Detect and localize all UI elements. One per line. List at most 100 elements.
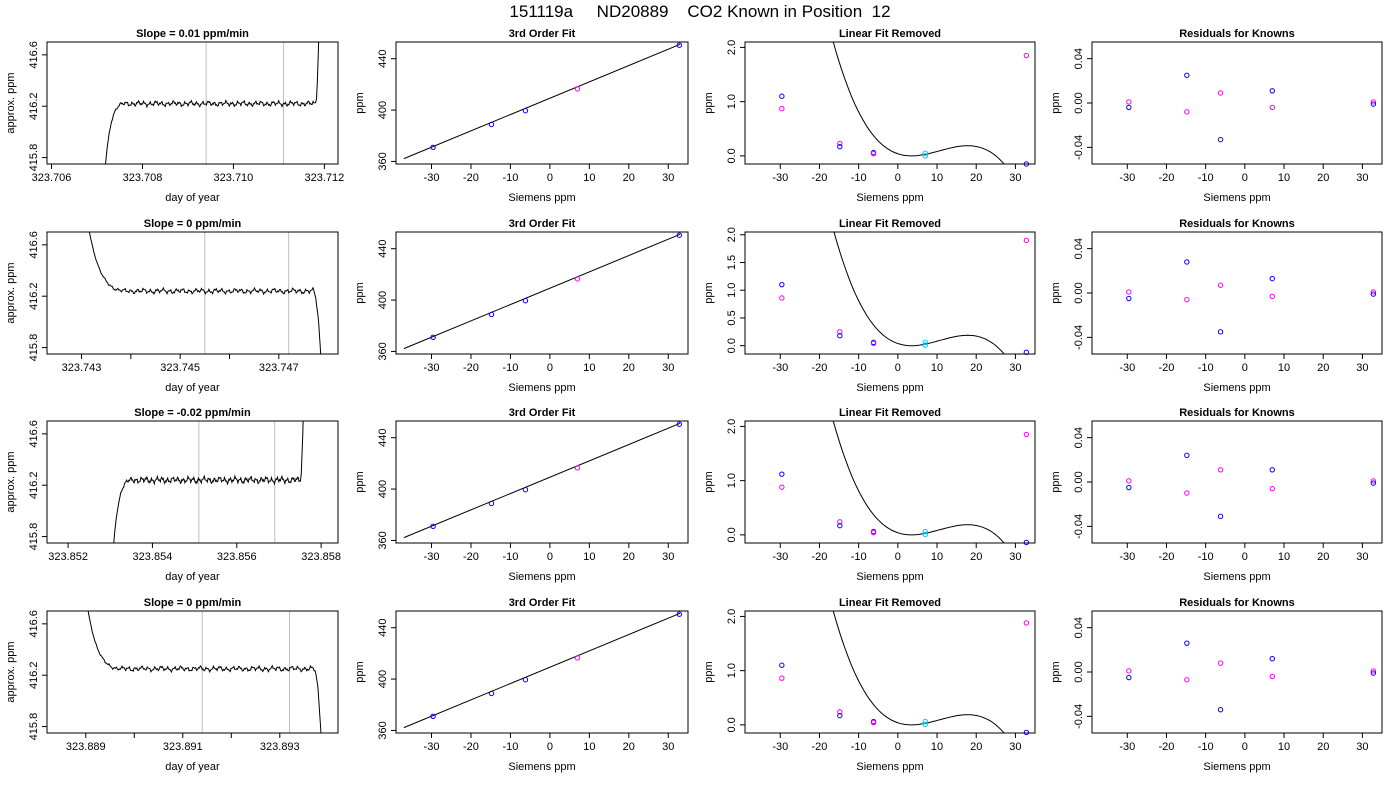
- y-tick-label: 0.0: [726, 717, 738, 732]
- x-axis-label: Siemens ppm: [856, 761, 923, 773]
- plot-frame: [46, 41, 339, 165]
- chart-title: Linear Fit Removed: [839, 597, 941, 609]
- y-tick-label: 1.0: [726, 94, 738, 109]
- plot-frame: [1091, 41, 1383, 165]
- data-point: [1269, 293, 1275, 300]
- data-point: [837, 143, 843, 150]
- y-tick-label: 416.2: [28, 661, 40, 689]
- x-tick-label: 20: [970, 551, 982, 563]
- x-tick-label: -10: [502, 741, 518, 753]
- x-axis-label: day of year: [165, 761, 220, 773]
- data-point: [922, 721, 928, 728]
- x-tick-label: 30: [1009, 362, 1021, 374]
- data-point: [1184, 109, 1190, 115]
- x-tick-label: -20: [812, 362, 828, 374]
- x-axis-label: Siemens ppm: [508, 761, 575, 773]
- plot-frame: [395, 420, 689, 544]
- data-point: [1370, 101, 1377, 107]
- data-point: [837, 522, 843, 529]
- data-point: [779, 662, 785, 668]
- plot-area: [833, 232, 1005, 354]
- plot-area: [832, 421, 1005, 543]
- x-tick-label: 20: [623, 172, 635, 184]
- plot-area: [403, 422, 681, 539]
- chart-title: Linear Fit Removed: [839, 407, 941, 419]
- x-tick-label: -30: [424, 172, 440, 184]
- x-tick-label: 0: [1242, 172, 1248, 184]
- data-point: [1126, 289, 1132, 295]
- y-axis-label: ppm: [354, 661, 366, 682]
- x-tick-label: 30: [1009, 741, 1021, 753]
- data-point: [779, 471, 785, 477]
- data-point: [430, 523, 436, 530]
- y-axis-label: ppm: [1050, 471, 1062, 492]
- data-point: [922, 150, 928, 156]
- data-point: [574, 276, 581, 282]
- data-point: [837, 712, 843, 719]
- data-point: [779, 295, 785, 301]
- chart-title: Linear Fit Removed: [839, 218, 941, 230]
- y-tick-label: -0.04: [1073, 325, 1085, 350]
- x-tick-label: -10: [851, 551, 867, 563]
- y-axis-label: ppm: [703, 282, 715, 303]
- data-point: [1269, 673, 1275, 680]
- measurement-trace: [113, 421, 304, 543]
- y-tick-label: 415.8: [28, 144, 40, 172]
- y-tick-label: -0.04: [1073, 514, 1085, 539]
- x-tick-label: -20: [1159, 551, 1175, 563]
- x-tick-label: 30: [1356, 551, 1368, 563]
- x-tick-label: 30: [1356, 362, 1368, 374]
- data-point: [1370, 478, 1377, 484]
- data-point: [837, 140, 843, 147]
- x-tick-label: 20: [970, 362, 982, 374]
- x-tick-label: 323.889: [66, 741, 106, 753]
- data-point: [1184, 640, 1190, 646]
- y-tick-label: 416.6: [28, 41, 40, 69]
- x-tick-label: -10: [502, 551, 518, 563]
- y-tick-label: 1.0: [726, 283, 738, 298]
- chart-panel-2-2: Linear Fit Removed Siemens ppm ppm -30 -20 -1…: [703, 407, 1036, 583]
- x-axis-label: Siemens ppm: [1203, 192, 1270, 204]
- plot-area: [403, 43, 681, 160]
- y-tick-label: 0.04: [1073, 238, 1085, 259]
- x-tick-label: -20: [812, 741, 828, 753]
- x-tick-label: 10: [1278, 172, 1290, 184]
- x-tick-label: 323.743: [62, 362, 102, 374]
- measurement-trace: [87, 611, 322, 733]
- y-tick-label: 0.04: [1073, 617, 1085, 638]
- plot-area: [832, 611, 1005, 733]
- data-point: [1269, 88, 1275, 94]
- x-tick-label: 323.893: [260, 741, 300, 753]
- y-tick-label: 0.0: [726, 148, 738, 163]
- data-point: [522, 298, 529, 304]
- x-tick-label: 323.856: [217, 551, 257, 563]
- y-axis-label: ppm: [703, 661, 715, 682]
- y-tick-label: 1.0: [726, 473, 738, 488]
- x-tick-label: 0: [1242, 741, 1248, 753]
- x-tick-label: 323.747: [259, 362, 299, 374]
- x-tick-label: 10: [931, 741, 943, 753]
- data-point: [1126, 484, 1132, 491]
- chart-title: Slope = 0.01 ppm/min: [136, 28, 249, 40]
- data-point: [430, 713, 436, 720]
- x-tick-label: -30: [1119, 741, 1135, 753]
- data-point: [1217, 282, 1224, 288]
- chart-title: 3rd Order Fit: [509, 597, 576, 609]
- x-tick-label: -30: [772, 551, 788, 563]
- y-tick-label: 360: [377, 342, 389, 360]
- x-tick-label: -20: [463, 551, 479, 563]
- x-tick-label: -10: [851, 362, 867, 374]
- data-point: [1126, 674, 1132, 681]
- y-axis-label: approx. ppm: [5, 262, 17, 323]
- y-tick-label: -0.04: [1073, 704, 1085, 729]
- chart-title: 3rd Order Fit: [509, 407, 576, 419]
- y-tick-label: 415.8: [28, 713, 40, 741]
- y-tick-label: 2.0: [726, 419, 738, 434]
- x-tick-label: 10: [583, 362, 595, 374]
- y-axis-label: ppm: [1050, 661, 1062, 682]
- data-point: [1184, 296, 1190, 303]
- plot-frame: [1091, 420, 1383, 544]
- plot-area: [87, 611, 322, 733]
- plot-frame: [744, 231, 1036, 355]
